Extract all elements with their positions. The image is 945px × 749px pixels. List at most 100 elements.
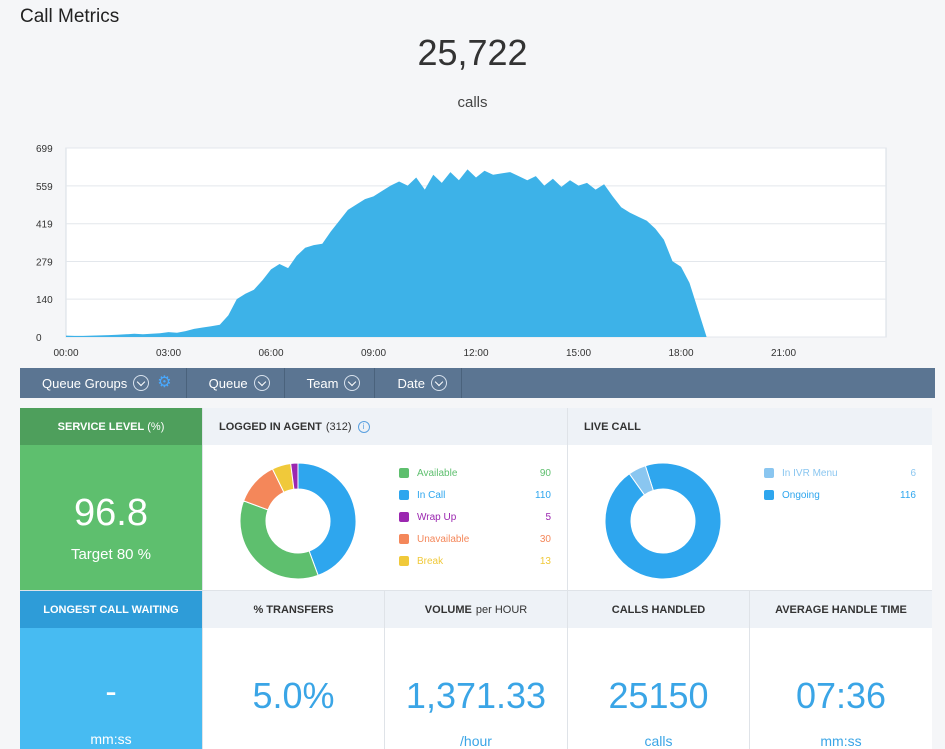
x-tick-label: 21:00 [771, 348, 796, 359]
service-level-target: Target 80 % [70, 546, 152, 563]
legend-item[interactable]: Wrap Up 5 [399, 510, 551, 524]
service-level-card: SERVICE LEVEL (%) 96.8 Target 80 % [20, 408, 202, 590]
y-tick-label: 419 [36, 220, 53, 231]
legend-swatch [399, 512, 409, 522]
chart-svg: 0 140 279 419 559 699 00:00 03:00 06:00 09:00 12:0… [36, 144, 887, 359]
info-icon[interactable]: i [357, 420, 370, 433]
filter-label: Date [397, 375, 425, 391]
live-call-donut-chart [604, 462, 722, 580]
x-tick-label: 03:00 [156, 348, 181, 359]
service-level-title: SERVICE LEVEL [57, 420, 145, 433]
transfers-title: % TRANSFERS [203, 591, 384, 628]
filter-label: Queue Groups [42, 375, 128, 391]
calls-handled-title: CALLS HANDLED [568, 591, 749, 628]
legend-item[interactable]: Available 90 [399, 466, 551, 480]
legend-item[interactable]: Ongoing 116 [764, 488, 916, 502]
legend-swatch [399, 468, 409, 478]
logged-in-agent-title: LOGGED IN AGENT [219, 420, 322, 433]
average-handle-time-card: AVERAGE HANDLE TIME 07:36 mm:ss [750, 591, 932, 749]
longest-call-waiting-value: - [105, 673, 117, 711]
legend-value: 110 [535, 489, 551, 501]
filter-label: Team [306, 375, 339, 391]
donut-slice [239, 500, 319, 580]
legend-label: Wrap Up [417, 511, 457, 523]
legend-item[interactable]: Break 13 [399, 554, 551, 568]
chevron-down-icon[interactable] [253, 375, 270, 391]
agent-donut-chart [239, 462, 357, 580]
legend-swatch [399, 556, 409, 566]
filter-bar: Queue Groups ⚙ Queue Team Date [20, 368, 935, 398]
legend-label: Break [417, 555, 444, 567]
total-calls-label: calls [457, 94, 488, 111]
transfers-value: 5.0% [252, 675, 335, 716]
gear-icon[interactable]: ⚙ [157, 374, 172, 391]
average-handle-time-unit: mm:ss [820, 733, 862, 749]
live-call-title: LIVE CALL [584, 420, 641, 433]
service-level-header: SERVICE LEVEL (%) [20, 408, 202, 445]
x-tick-label: 09:00 [361, 348, 386, 359]
legend-label: In Call [417, 489, 446, 501]
legend-swatch [764, 468, 774, 478]
service-level-unit: (%) [147, 420, 165, 433]
legend-value: 6 [910, 467, 916, 479]
logged-in-agent-card: LOGGED IN AGENT (312) i Available 90 In Ca… [203, 408, 567, 590]
donut-slice [604, 462, 722, 580]
filter-team[interactable]: Team [285, 368, 376, 398]
donut-slice [628, 465, 654, 496]
legend-swatch [764, 490, 774, 500]
legend-value: 13 [539, 555, 551, 567]
metrics-grid: SERVICE LEVEL (%) 96.8 Target 80 % LOGGE… [20, 408, 932, 749]
y-tick-label: 699 [36, 144, 53, 155]
legend-swatch [399, 490, 409, 500]
y-tick-label: 279 [36, 258, 53, 269]
legend-value: 116 [900, 489, 916, 501]
filter-queue-groups[interactable]: Queue Groups ⚙ [20, 368, 187, 398]
calls-handled-card: CALLS HANDLED 25150 calls [568, 591, 749, 749]
volume-per-hour-card: VOLUME per HOUR 1,371.33 /hour [385, 591, 567, 749]
logged-in-agent-count: (312) [325, 420, 352, 433]
live-call-card: LIVE CALL In IVR Menu 6 Ongoing 116 [568, 408, 932, 590]
average-handle-time-title: AVERAGE HANDLE TIME [750, 591, 932, 628]
y-tick-label: 559 [36, 182, 53, 193]
volume-unit: /hour [460, 733, 492, 749]
x-tick-label: 15:00 [566, 348, 591, 359]
chevron-down-icon[interactable] [133, 375, 150, 391]
y-tick-label: 0 [36, 333, 42, 344]
legend-value: 30 [539, 533, 551, 545]
chevron-down-icon[interactable] [344, 375, 361, 391]
filter-label: Queue [208, 375, 248, 391]
agent-legend: Available 90 In Call 110 Wrap Up 5 Unavailable… [399, 466, 551, 568]
calls-handled-value: 25150 [608, 675, 709, 716]
legend-label: Available [417, 467, 458, 479]
live-call-legend: In IVR Menu 6 Ongoing 116 [764, 466, 916, 506]
calls-area-series [66, 169, 707, 337]
service-level-value: 96.8 [74, 492, 148, 534]
filter-queue[interactable]: Queue [187, 368, 285, 398]
total-calls-value: 25,722 [417, 32, 528, 73]
average-handle-time-value: 07:36 [795, 675, 887, 716]
chevron-down-icon[interactable] [430, 375, 447, 391]
legend-item[interactable]: In IVR Menu 6 [764, 466, 916, 480]
x-tick-label: 18:00 [668, 348, 693, 359]
filter-date[interactable]: Date [375, 368, 462, 398]
longest-call-waiting-unit: mm:ss [90, 731, 132, 747]
donut-slice [290, 462, 299, 490]
volume-per-hour-header: VOLUME per HOUR [385, 591, 567, 628]
legend-value: 90 [539, 467, 551, 479]
live-call-header: LIVE CALL [568, 408, 932, 445]
legend-label: Ongoing [782, 489, 820, 501]
volume-title: VOLUME [424, 603, 472, 616]
volume-title-suffix: per HOUR [475, 603, 528, 616]
logged-in-agent-header: LOGGED IN AGENT (312) i [203, 408, 567, 445]
x-tick-label: 00:00 [53, 348, 78, 359]
calls-area-chart: 0 140 279 419 559 699 00:00 03:00 06:00 09:00 12:0… [0, 130, 945, 365]
legend-label: Unavailable [417, 533, 470, 545]
calls-handled-unit: calls [644, 733, 673, 749]
volume-value: 1,371.33 [405, 675, 547, 716]
page-title: Call Metrics [20, 6, 120, 27]
transfers-card: % TRANSFERS 5.0% [203, 591, 384, 749]
legend-value: 5 [545, 511, 551, 523]
legend-swatch [399, 534, 409, 544]
legend-item[interactable]: Unavailable 30 [399, 532, 551, 546]
legend-item[interactable]: In Call 110 [399, 488, 551, 502]
